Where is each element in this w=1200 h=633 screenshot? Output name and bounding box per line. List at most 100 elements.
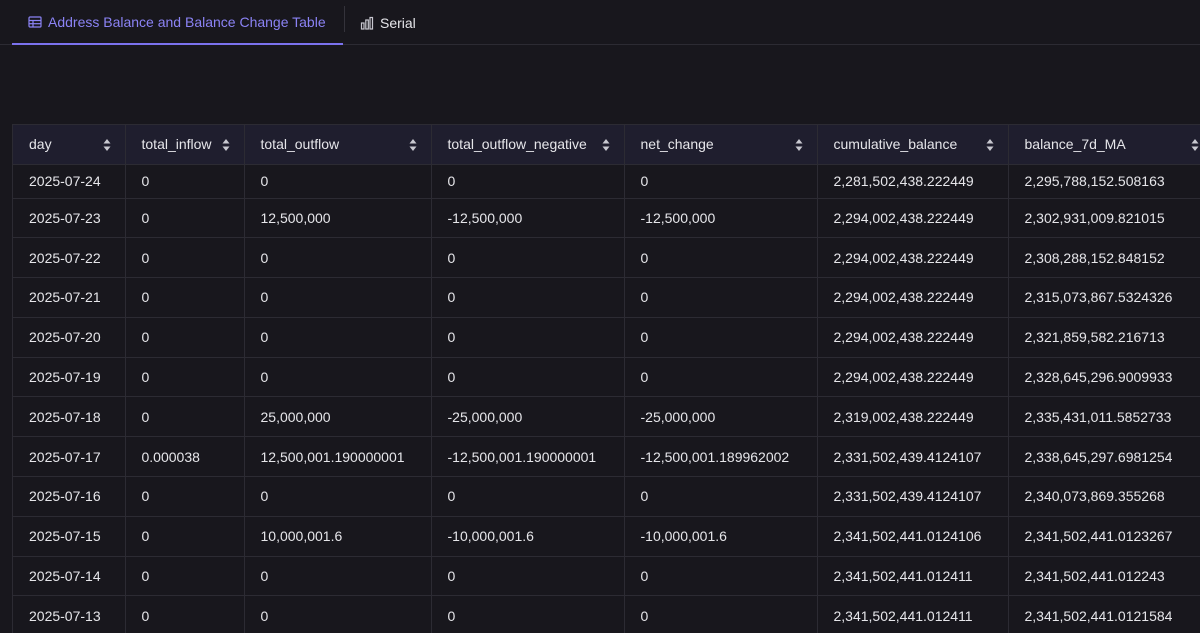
sort-icon [1191, 139, 1198, 151]
table-icon [28, 15, 42, 29]
table-cell: -25,000,000 [624, 396, 818, 438]
table-cell: 0 [244, 237, 432, 279]
table-cell: 0 [431, 476, 625, 517]
column-header-label: balance_7d_MA [1024, 136, 1126, 153]
table-row[interactable]: 2025-07-22 0 0 0 0 2,294,002,438.222449 2,308,… [13, 237, 1200, 279]
table-cell: 0 [624, 595, 818, 633]
column-header-total-outflow[interactable]: total_outflow [244, 125, 432, 165]
sort-icon [795, 139, 802, 151]
table-cell: 2,340,073,869.355268 [1008, 476, 1200, 517]
table-cell: 0 [624, 277, 818, 318]
column-header-net-change[interactable]: net_change [624, 125, 818, 165]
sort-icon [222, 139, 229, 151]
table-cell: 2025-07-20 [13, 317, 126, 358]
table-cell: 0 [125, 357, 245, 398]
table-row[interactable]: 2025-07-16 0 0 0 0 2,331,502,439.4124107 2,340… [13, 476, 1200, 517]
table-row[interactable]: 2025-07-18 0 25,000,000 -25,000,000 -25,000,… [13, 396, 1200, 438]
table-cell: 2,341,502,441.012411 [817, 595, 1009, 633]
table-cell: 2,331,502,439.4124107 [817, 436, 1009, 478]
table-cell: 2025-07-21 [13, 277, 126, 318]
table-cell: 0 [624, 164, 818, 199]
table-cell: 2025-07-14 [13, 556, 126, 597]
tab-balance-table[interactable]: Address Balance and Balance Change Table [12, 0, 343, 45]
column-header-label: total_outflow_negative [447, 136, 587, 153]
table-cell: 2025-07-19 [13, 357, 126, 398]
table-cell: 2,302,931,009.821015 [1008, 198, 1200, 239]
data-table: day total_inflow total_outflow total_outflo… [12, 124, 1200, 633]
column-header-label: total_inflow [141, 136, 212, 153]
table-cell: 2025-07-17 [13, 436, 126, 478]
table-cell: 2,295,788,152.508163 [1008, 164, 1200, 199]
table-row[interactable]: 2025-07-21 0 0 0 0 2,294,002,438.222449 2,315,… [13, 277, 1200, 318]
table-cell: 2025-07-13 [13, 595, 126, 633]
table-cell: 2025-07-16 [13, 476, 126, 517]
table-cell: 0 [624, 556, 818, 597]
table-row[interactable]: 2025-07-23 0 12,500,000 -12,500,000 -12,500,… [13, 198, 1200, 239]
table-header-row: day total_inflow total_outflow total_outflo… [13, 125, 1200, 165]
table-cell: 0 [125, 237, 245, 279]
table-cell: 0 [624, 317, 818, 358]
table-cell: 2,335,431,011.5852733 [1008, 396, 1200, 438]
column-header-cumulative-balance[interactable]: cumulative_balance [817, 125, 1009, 165]
table-body: 2025-07-24 0 0 0 0 2,281,502,438.222449 2,295,… [13, 164, 1200, 633]
sort-icon [409, 139, 416, 151]
table-cell: 2,281,502,438.222449 [817, 164, 1009, 199]
table-cell: 0 [244, 595, 432, 633]
table-cell: -25,000,000 [431, 396, 625, 438]
table-cell: 0 [624, 357, 818, 398]
table-cell: 0 [431, 237, 625, 279]
table-cell: 0 [431, 357, 625, 398]
table-cell: 0 [125, 476, 245, 517]
table-row[interactable]: 2025-07-13 0 0 0 0 2,341,502,441.012411 2,341,… [13, 595, 1200, 633]
table-cell: 0 [244, 357, 432, 398]
table-cell: 2025-07-24 [13, 164, 126, 199]
column-header-label: day [29, 136, 52, 153]
tab-serial-label: Serial [380, 14, 416, 31]
column-header-label: net_change [640, 136, 714, 153]
table-cell: 0 [125, 556, 245, 597]
table-cell: 2,294,002,438.222449 [817, 237, 1009, 279]
table-row[interactable]: 2025-07-24 0 0 0 0 2,281,502,438.222449 2,295,… [13, 164, 1200, 199]
table-cell: 2,341,502,441.0124106 [817, 516, 1009, 557]
table-cell: 25,000,000 [244, 396, 432, 438]
table-row[interactable]: 2025-07-15 0 10,000,001.6 -10,000,001.6 -10,… [13, 516, 1200, 557]
tab-divider [344, 6, 345, 32]
table-cell: 2,308,288,152.848152 [1008, 237, 1200, 279]
table-cell: 2,321,859,582.216713 [1008, 317, 1200, 358]
table-cell: 0 [244, 556, 432, 597]
table-cell: 0 [125, 277, 245, 318]
sort-icon [103, 139, 110, 151]
column-header-day[interactable]: day [13, 125, 126, 165]
column-header-label: total_outflow [260, 136, 340, 153]
table-cell: -10,000,001.6 [431, 516, 625, 557]
column-header-total-outflow-negative[interactable]: total_outflow_negative [431, 125, 625, 165]
table-cell: 0 [125, 396, 245, 438]
table-cell: 2,341,502,441.012243 [1008, 556, 1200, 597]
table-cell: 2,328,645,296.9009933 [1008, 357, 1200, 398]
table-cell: 2025-07-23 [13, 198, 126, 239]
tab-serial[interactable]: Serial [360, 0, 416, 45]
table-row[interactable]: 2025-07-17 0.000038 12,500,001.190000001 -1… [13, 436, 1200, 478]
table-cell: 2,294,002,438.222449 [817, 357, 1009, 398]
table-cell: 0 [125, 317, 245, 358]
column-header-balance-7d-ma[interactable]: balance_7d_MA [1008, 125, 1200, 165]
column-header-label: cumulative_balance [833, 136, 958, 153]
table-cell: 2,338,645,297.6981254 [1008, 436, 1200, 478]
table-cell: 2,319,002,438.222449 [817, 396, 1009, 438]
table-row[interactable]: 2025-07-20 0 0 0 0 2,294,002,438.222449 2,321,… [13, 317, 1200, 358]
column-header-total-inflow[interactable]: total_inflow [125, 125, 245, 165]
table-cell: 0 [431, 595, 625, 633]
table-cell: 12,500,001.190000001 [244, 436, 432, 478]
table-row[interactable]: 2025-07-19 0 0 0 0 2,294,002,438.222449 2,328,… [13, 357, 1200, 398]
table-cell: -12,500,000 [431, 198, 625, 239]
table-cell: -12,500,000 [624, 198, 818, 239]
table-cell: 0 [244, 317, 432, 358]
table-row[interactable]: 2025-07-14 0 0 0 0 2,341,502,441.012411 2,341,… [13, 556, 1200, 597]
table-cell: 0 [244, 476, 432, 517]
tab-bar: Address Balance and Balance Change Table… [0, 0, 1200, 45]
table-cell: 0 [125, 164, 245, 199]
table-cell: 0 [431, 556, 625, 597]
table-cell: -12,500,001.189962002 [624, 436, 818, 478]
sort-icon [986, 139, 993, 151]
tab-balance-table-label: Address Balance and Balance Change Table [48, 13, 326, 30]
